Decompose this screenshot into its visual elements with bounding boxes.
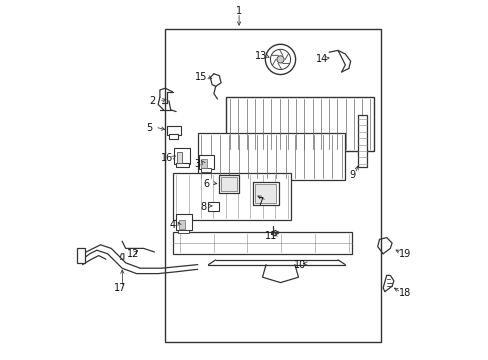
- Bar: [174, 148, 190, 164]
- Text: 15: 15: [195, 72, 207, 82]
- Text: 10: 10: [294, 260, 306, 270]
- Text: 5: 5: [146, 123, 152, 133]
- Bar: [178, 230, 188, 233]
- Bar: [165, 29, 381, 342]
- Bar: [221, 177, 237, 191]
- Polygon shape: [197, 133, 345, 180]
- Bar: [168, 134, 178, 139]
- Bar: [178, 220, 185, 229]
- Text: 14: 14: [315, 54, 327, 64]
- Text: 6: 6: [203, 179, 209, 189]
- Bar: [177, 152, 182, 163]
- Text: 17: 17: [114, 283, 126, 293]
- Bar: [253, 182, 278, 205]
- Polygon shape: [172, 173, 291, 220]
- Polygon shape: [226, 97, 373, 151]
- Bar: [199, 155, 213, 169]
- Bar: [167, 126, 181, 135]
- Text: 2: 2: [149, 96, 156, 106]
- Bar: [201, 159, 206, 168]
- Bar: [176, 163, 188, 167]
- Text: 19: 19: [398, 249, 410, 259]
- Polygon shape: [172, 232, 352, 254]
- Circle shape: [265, 44, 295, 75]
- Text: 7: 7: [257, 197, 264, 207]
- Bar: [255, 184, 276, 203]
- Text: 1: 1: [236, 6, 242, 16]
- Text: 12: 12: [126, 249, 139, 259]
- Text: 18: 18: [398, 288, 410, 298]
- Circle shape: [276, 56, 284, 63]
- Circle shape: [270, 49, 290, 69]
- Text: 3: 3: [194, 159, 201, 169]
- Text: 4: 4: [169, 220, 175, 230]
- Text: 11: 11: [265, 231, 277, 241]
- Bar: [219, 175, 239, 193]
- Text: 16: 16: [161, 153, 173, 163]
- Text: 9: 9: [349, 170, 355, 180]
- Text: 13: 13: [254, 51, 266, 61]
- Bar: [77, 248, 85, 263]
- Bar: [208, 202, 219, 211]
- Bar: [200, 168, 210, 172]
- Bar: [176, 214, 192, 230]
- Text: 8: 8: [200, 202, 206, 212]
- Bar: [357, 115, 366, 167]
